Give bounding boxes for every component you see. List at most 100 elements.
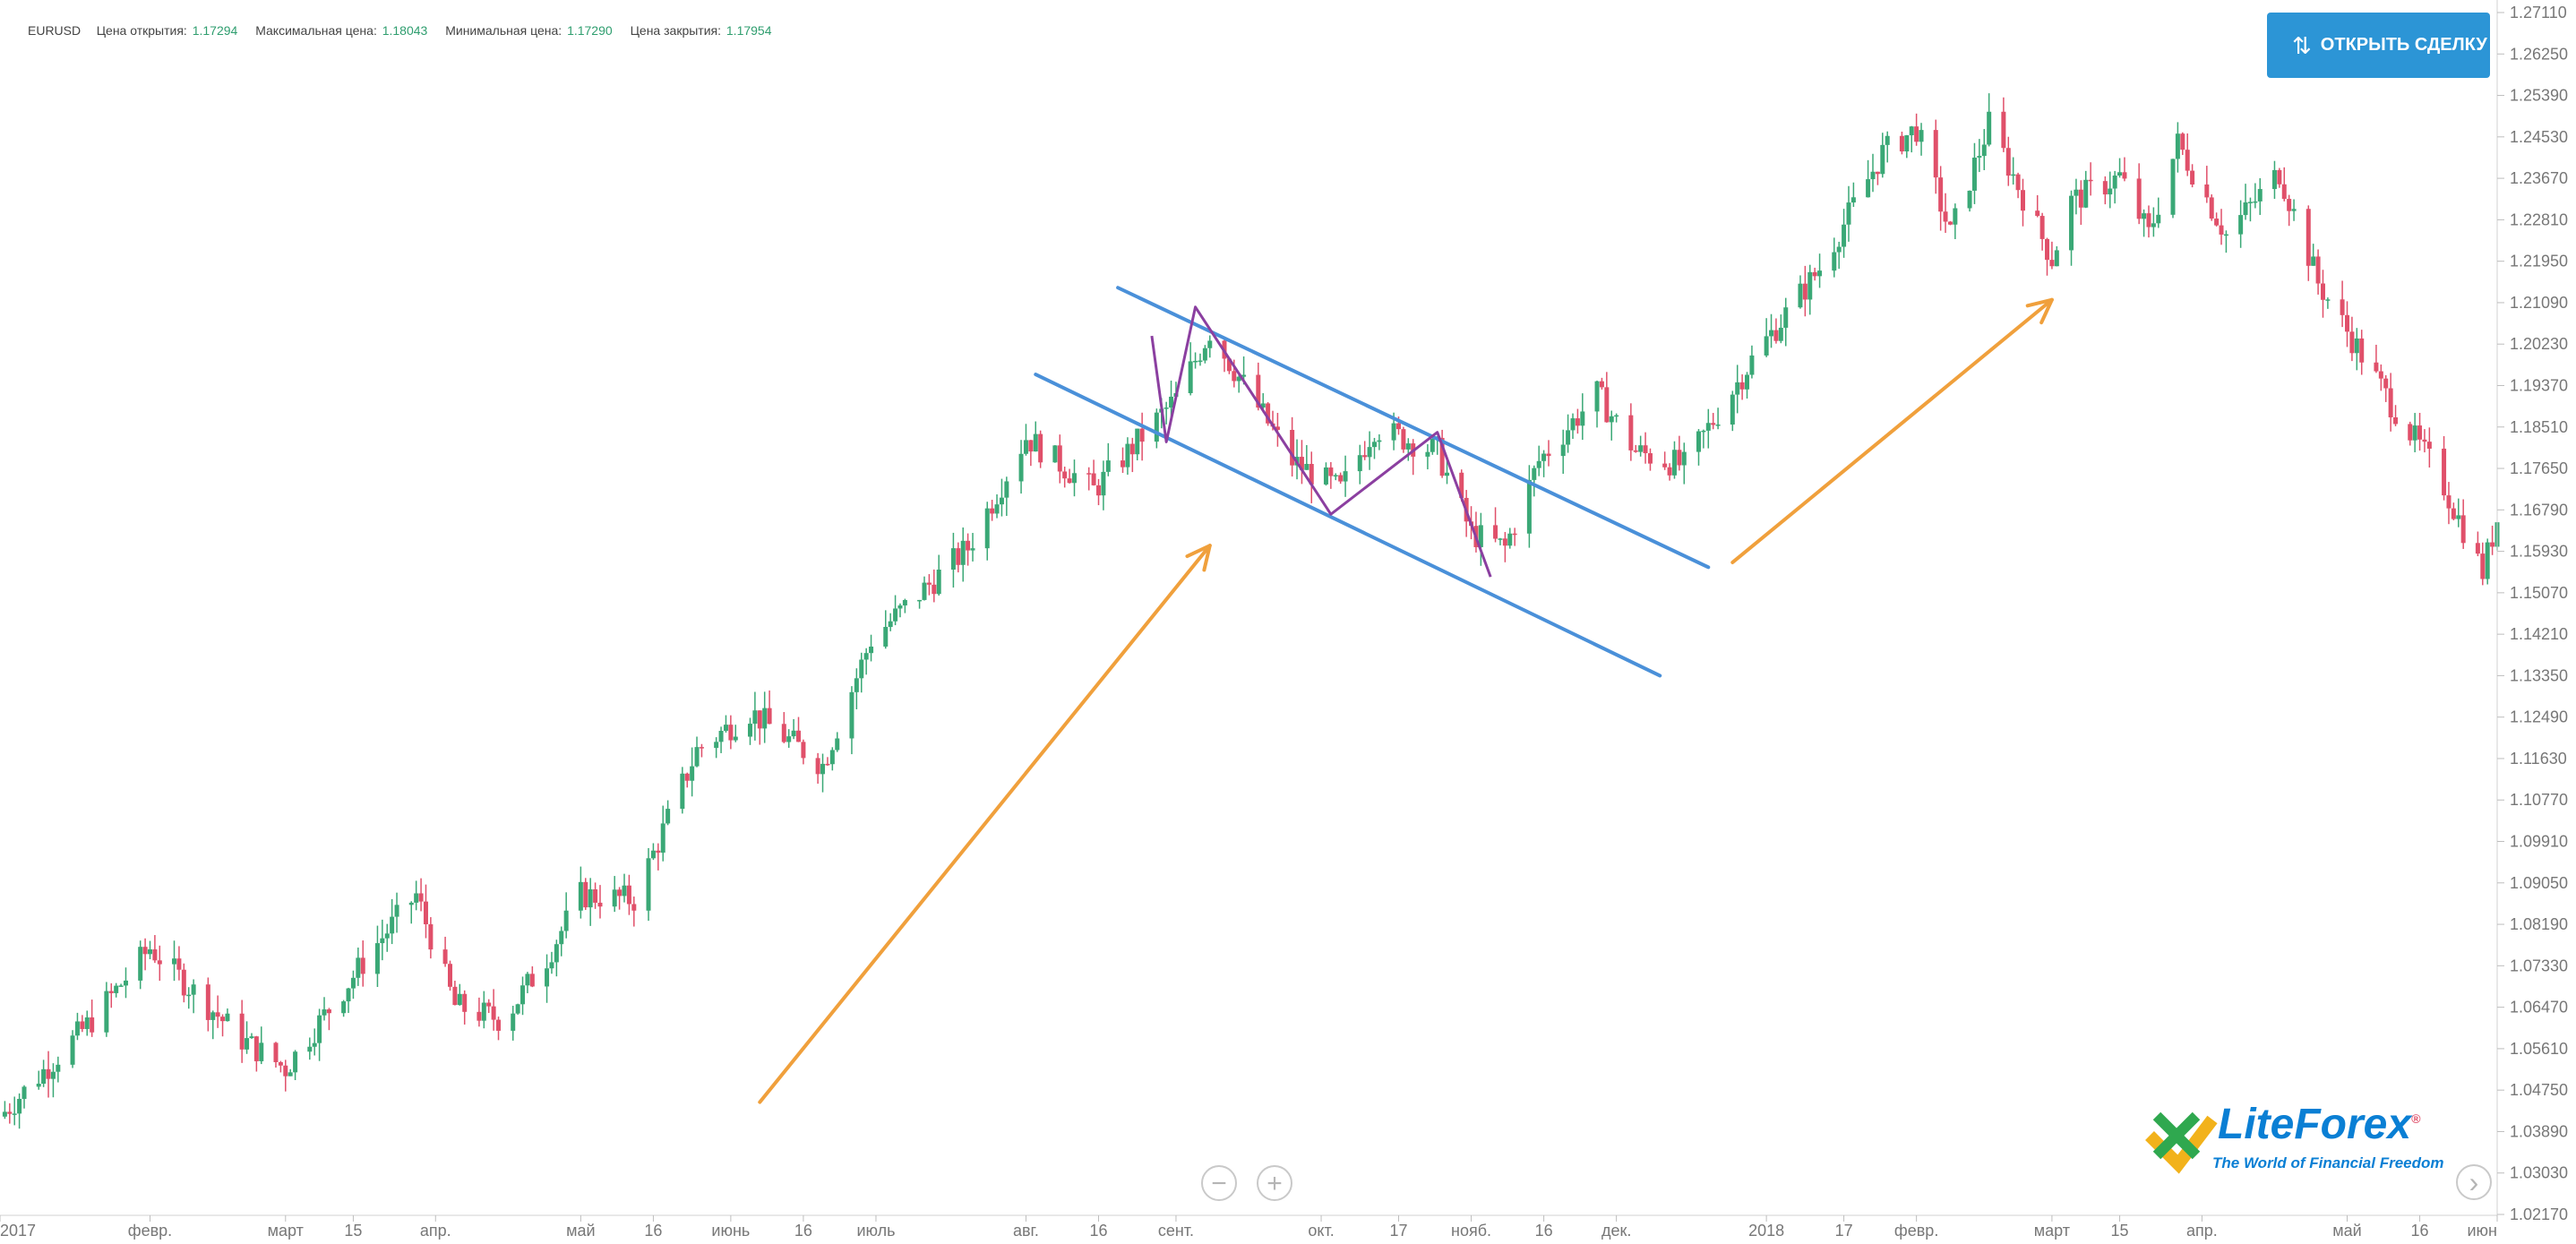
candle-body bbox=[1338, 475, 1344, 482]
candle-body bbox=[70, 1035, 75, 1065]
candle-body bbox=[278, 1061, 283, 1066]
candle-body bbox=[186, 994, 192, 997]
x-tick-label: 16 bbox=[2411, 1222, 2429, 1240]
candle-body bbox=[2185, 150, 2190, 171]
y-tick-label: 1.09910 bbox=[2510, 833, 2568, 851]
candle-body bbox=[2374, 362, 2379, 372]
candle-body bbox=[205, 984, 210, 1020]
zoom-out-button[interactable]: − bbox=[1201, 1165, 1237, 1201]
candle-body bbox=[650, 850, 656, 859]
y-tick-label: 1.15070 bbox=[2510, 584, 2568, 602]
candle-body bbox=[2490, 542, 2495, 547]
x-tick-label: 15 bbox=[2111, 1222, 2129, 1240]
candle-body bbox=[360, 957, 365, 974]
candle-body bbox=[1832, 252, 1837, 271]
x-tick-label: 16 bbox=[794, 1222, 812, 1240]
candle-body bbox=[380, 938, 385, 944]
candle-body bbox=[142, 947, 148, 955]
candle-body bbox=[496, 1019, 502, 1031]
candle-body bbox=[210, 1012, 216, 1020]
candle-body bbox=[2345, 314, 2350, 332]
candle-body bbox=[2, 1111, 7, 1117]
high-value: 1.18043 bbox=[382, 23, 428, 38]
candle-body bbox=[583, 881, 588, 908]
candle-body bbox=[2054, 250, 2059, 267]
x-tick-label: март bbox=[2034, 1222, 2070, 1240]
y-tick-label: 1.17650 bbox=[2510, 459, 2568, 477]
candle-body bbox=[2074, 189, 2079, 196]
candle-body bbox=[1323, 467, 1328, 485]
candle-body bbox=[1343, 471, 1348, 482]
candle-body bbox=[820, 763, 826, 775]
candle-body bbox=[1953, 208, 1958, 225]
candle-body bbox=[970, 548, 975, 551]
trend-arrow-2 bbox=[1730, 297, 2054, 564]
candle-body bbox=[2039, 216, 2045, 239]
candle-body bbox=[1570, 418, 1576, 431]
candle-body bbox=[1566, 430, 1571, 445]
candle-body bbox=[46, 1068, 51, 1079]
channel-lower-line bbox=[1034, 373, 1662, 678]
candle-body bbox=[1371, 442, 1377, 448]
y-tick-label: 1.14210 bbox=[2510, 625, 2568, 643]
candle-body bbox=[1266, 403, 1271, 424]
candle-body bbox=[2142, 213, 2147, 219]
candle-body bbox=[869, 646, 874, 654]
candle-body bbox=[960, 540, 966, 565]
candle-body bbox=[520, 985, 526, 1005]
candle-body bbox=[2209, 197, 2214, 219]
candle-body bbox=[859, 659, 864, 679]
candle-body bbox=[723, 725, 728, 732]
candle-body bbox=[1105, 460, 1111, 472]
candle-body bbox=[1052, 445, 1058, 463]
candle-body bbox=[893, 608, 898, 622]
candle-body bbox=[897, 605, 903, 609]
zoom-in-button[interactable]: + bbox=[1257, 1165, 1292, 1201]
candle-body bbox=[172, 958, 177, 965]
candle-body bbox=[1778, 327, 1783, 341]
candle-body bbox=[2485, 542, 2490, 579]
candle-body bbox=[2281, 184, 2287, 200]
candle-body bbox=[767, 708, 772, 725]
candle-body bbox=[1439, 437, 1445, 476]
candle-body bbox=[394, 905, 399, 917]
candle-body bbox=[1067, 478, 1072, 484]
candle-body bbox=[36, 1084, 41, 1087]
scroll-right-button[interactable]: › bbox=[2456, 1164, 2492, 1200]
y-tick-label: 1.18510 bbox=[2510, 418, 2568, 436]
candle-body bbox=[481, 1002, 486, 1021]
candle-body bbox=[1445, 472, 1450, 476]
y-tick-label: 1.09050 bbox=[2510, 874, 2568, 892]
y-tick-label: 1.27110 bbox=[2510, 4, 2567, 21]
candle-body bbox=[2442, 448, 2447, 496]
candle-body bbox=[1512, 533, 1517, 536]
candle-body bbox=[1241, 374, 1247, 377]
candle-body bbox=[423, 901, 428, 924]
channel-upper-line bbox=[1116, 286, 1711, 570]
candle-body bbox=[2277, 169, 2282, 184]
candle-body bbox=[2291, 209, 2297, 211]
candle-body bbox=[1232, 371, 1237, 382]
candle-body bbox=[549, 962, 554, 969]
candle-body bbox=[486, 1002, 492, 1007]
open-trade-label: ОТКРЫТЬ СДЕЛКУ bbox=[2320, 35, 2487, 55]
candle-body bbox=[50, 1071, 56, 1079]
y-tick-label: 1.03030 bbox=[2510, 1164, 2568, 1182]
candle-body bbox=[1943, 211, 1948, 222]
candle-body bbox=[593, 888, 598, 903]
candle-body bbox=[515, 1004, 520, 1014]
candle-body bbox=[288, 1072, 293, 1077]
candle-body bbox=[312, 1042, 317, 1047]
candle-body bbox=[259, 1042, 264, 1061]
candle-body bbox=[926, 582, 932, 585]
candle-body bbox=[1328, 467, 1334, 476]
y-tick-label: 1.02170 bbox=[2510, 1205, 2568, 1223]
candle-body bbox=[356, 957, 361, 978]
open-trade-button[interactable]: ⇅ ОТКРЫТЬ СДЕЛКУ bbox=[2267, 13, 2490, 78]
candle-body bbox=[176, 958, 182, 970]
candle-body bbox=[2078, 189, 2083, 208]
y-tick-label: 1.23670 bbox=[2510, 169, 2568, 187]
candle-body bbox=[80, 1021, 85, 1029]
candle-body bbox=[428, 923, 434, 950]
